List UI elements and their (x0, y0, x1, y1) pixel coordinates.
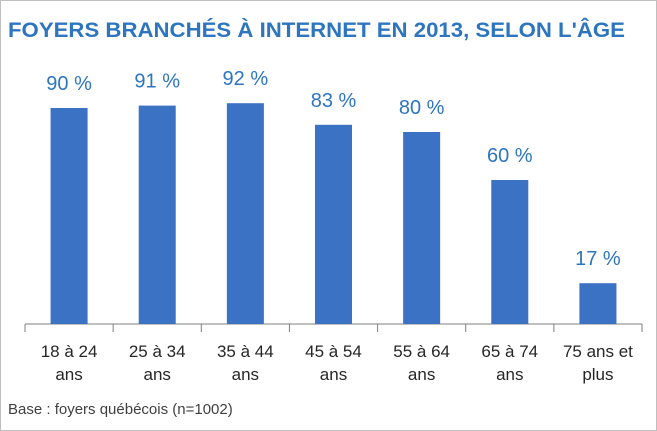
bar (314, 124, 353, 324)
x-tick-label: 55 à 64 ans (393, 342, 450, 384)
bar (138, 105, 176, 324)
bar (226, 103, 264, 324)
x-tick-label: 75 ans et plus (562, 342, 633, 384)
x-tick-label: 18 à 24 ans (40, 342, 98, 384)
bar (579, 283, 617, 324)
chart-title: FOYERS BRANCHÉS À INTERNET EN 2013, SELO… (8, 18, 625, 42)
value-label: 92 % (223, 68, 269, 90)
value-label: 90 % (46, 73, 92, 95)
value-label: 60 % (487, 145, 533, 167)
x-tick-label: 25 à 34 ans (128, 342, 186, 384)
value-label: 91 % (134, 71, 180, 93)
value-label: 17 % (575, 248, 621, 270)
x-tick-label: 35 à 44 ans (216, 342, 274, 384)
footnote: Base : foyers québécois (n=1002) (8, 401, 233, 418)
x-tick-label: 65 à 74 ans (481, 342, 539, 384)
bar (403, 132, 441, 324)
bar (50, 108, 88, 324)
x-tick-label: 45 à 54 ans (305, 342, 362, 384)
value-label: 83 % (311, 90, 357, 112)
value-label: 80 % (399, 97, 445, 119)
bar (491, 180, 529, 324)
